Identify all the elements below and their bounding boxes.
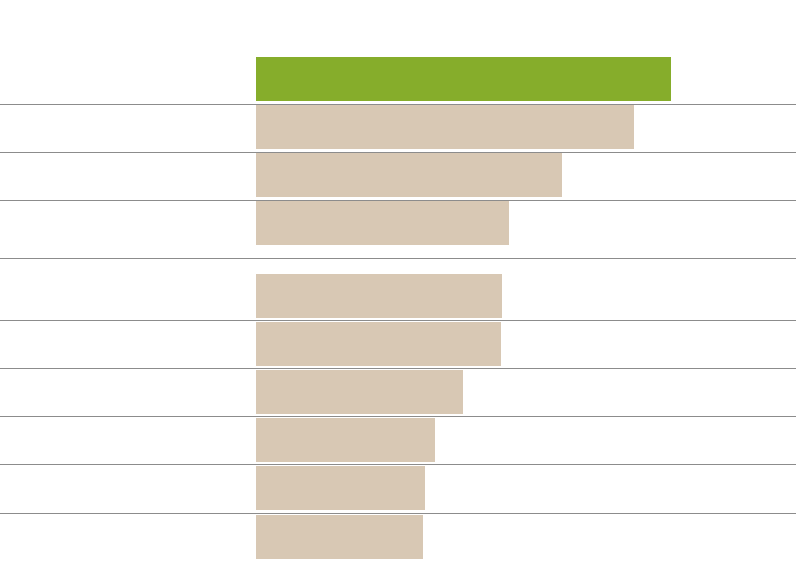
bar bbox=[256, 418, 435, 462]
bar bbox=[256, 57, 671, 101]
bar bbox=[256, 274, 502, 318]
bar bbox=[256, 201, 509, 245]
bar bbox=[256, 370, 463, 414]
bar bbox=[256, 322, 501, 366]
bar bbox=[256, 466, 425, 510]
bar bbox=[256, 153, 562, 197]
separators bbox=[0, 104, 796, 514]
bar bbox=[256, 105, 634, 149]
bar bbox=[256, 515, 423, 559]
